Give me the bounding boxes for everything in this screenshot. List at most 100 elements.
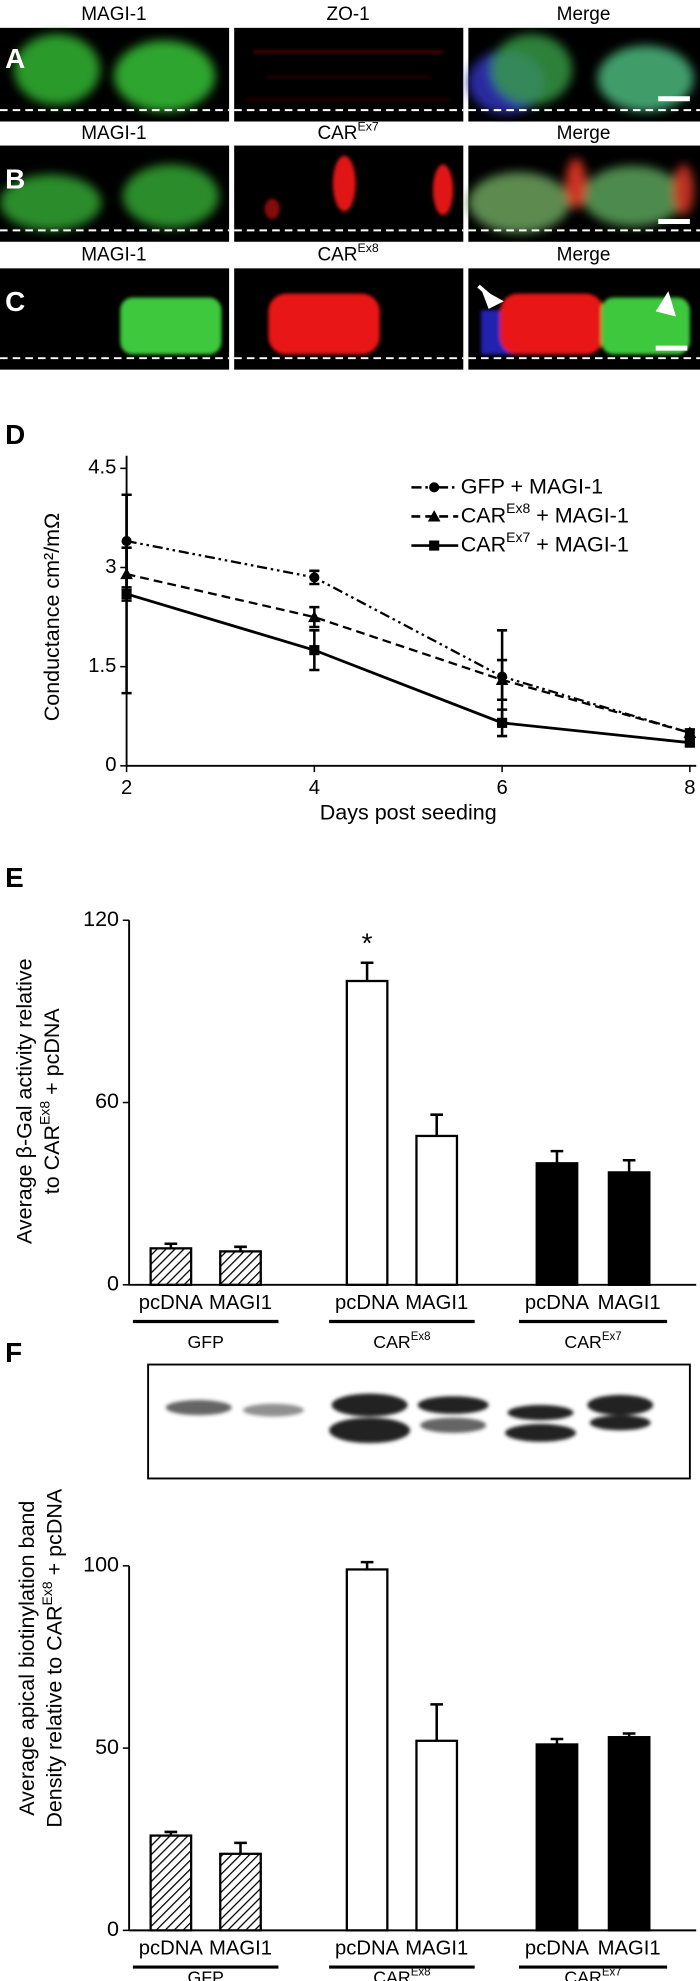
bar [607, 1736, 651, 1932]
image-label-part: ZO-1 [326, 4, 369, 25]
image-label: Merge [557, 4, 611, 25]
panel-letter: D [5, 419, 25, 450]
bar [535, 1162, 579, 1286]
y-tick-label: 100 [83, 1553, 119, 1577]
x-tick-label: pcDNA [335, 1938, 400, 1960]
x-tick-label: 8 [684, 777, 695, 799]
marker [684, 737, 695, 748]
bar [345, 979, 389, 1286]
bar [345, 1568, 389, 1932]
image-label: Merge [557, 123, 611, 144]
micrograph [234, 27, 464, 122]
group-label-sup: Ex7 [602, 1966, 622, 1978]
x-axis-label: Days post seeding [320, 801, 497, 825]
x-tick-label: 2 [121, 777, 132, 799]
x-tick-label: 4 [309, 777, 320, 799]
image-label-sup: Ex8 [358, 241, 379, 255]
x-tick-label: MAGI1 [405, 1938, 468, 1960]
marker [497, 717, 508, 728]
x-tick-label: 6 [496, 777, 507, 799]
x-tick-label: MAGI1 [209, 1292, 272, 1314]
bar [415, 1134, 459, 1286]
y-axis-label-part: + pcDNA [40, 1008, 64, 1101]
image-label: CAREx8 [317, 241, 378, 265]
image-label: ZO-1 [326, 4, 369, 25]
group-label-sup: Ex8 [411, 1966, 431, 1978]
image-label: MAGI-1 [81, 123, 146, 144]
image-label-part: CAR [317, 123, 357, 144]
y-tick-label: 120 [83, 907, 119, 931]
marker [309, 645, 320, 656]
legend-label-part: + MAGI-1 [530, 503, 629, 527]
image-label-part: MAGI-1 [81, 123, 146, 144]
y-axis-label-part: Density relative to CAR [42, 1605, 66, 1827]
bar [535, 1743, 579, 1932]
legend-label-sup: Ex7 [506, 529, 530, 545]
group-label: GFP [187, 1332, 223, 1352]
image-label: CAREx7 [317, 120, 378, 144]
panel-letter: A [5, 43, 25, 74]
y-tick-label: 1.5 [88, 655, 116, 677]
y-axis-label: Average β-Gal activity relative [12, 958, 36, 1244]
x-tick-label: MAGI1 [598, 1938, 661, 1960]
bar [149, 1247, 193, 1286]
image-label-part: MAGI-1 [81, 245, 146, 266]
x-tick-label: MAGI1 [598, 1292, 661, 1314]
legend-label-part: GFP + MAGI-1 [461, 474, 603, 498]
marker [683, 726, 697, 738]
legend-label-part: CAR [461, 532, 506, 556]
y-axis-label: to CAREx8 + pcDNA [36, 1008, 64, 1195]
y-axis-label: Average apical biotinylation band [15, 1501, 39, 1816]
group-label-sup: Ex7 [602, 1331, 622, 1343]
image-label: MAGI-1 [81, 245, 146, 266]
legend-label-part: + MAGI-1 [530, 532, 629, 556]
error-bar [360, 961, 374, 982]
group-label: GFP [187, 1967, 223, 1981]
legend-marker [429, 540, 440, 551]
legend-label: CAREx8 + MAGI-1 [461, 500, 629, 528]
legend-label: CAREx7 + MAGI-1 [461, 529, 629, 557]
panel-letter: B [5, 163, 25, 194]
bar [219, 1852, 262, 1932]
image-label-part: MAGI-1 [81, 4, 146, 25]
image-label: Merge [557, 245, 611, 266]
bar [415, 1739, 459, 1932]
y-tick-label: 50 [95, 1735, 119, 1759]
legend-label: GFP + MAGI-1 [461, 474, 603, 498]
marker [121, 588, 132, 600]
series-line [126, 539, 691, 734]
panel-letter: C [5, 286, 25, 317]
arrowhead [655, 291, 676, 317]
y-axis-label-part: Average apical biotinylation band [15, 1501, 39, 1816]
legend-label-part: CAR [461, 503, 506, 527]
group-label-part: CAR [373, 1332, 410, 1352]
group-label: CAREx8 [373, 1331, 430, 1352]
series-line [126, 573, 691, 734]
group-label: CAREx7 [564, 1966, 621, 1981]
y-tick-label: 4.5 [88, 457, 116, 479]
y-axis-label-part: + pcDNA [42, 1488, 66, 1581]
image-label-part: Merge [557, 4, 611, 25]
x-tick-label: pcDNA [139, 1292, 204, 1314]
legend-marker [427, 510, 441, 522]
error-bar [622, 1158, 636, 1173]
y-tick-label: 60 [95, 1089, 119, 1113]
x-tick-label: pcDNA [335, 1292, 400, 1314]
y-tick-label: 0 [105, 754, 116, 776]
group-label-part: GFP [187, 1967, 223, 1981]
bar [607, 1171, 651, 1286]
y-axis-label-sup: Ex8 [36, 1101, 52, 1125]
legend-label-sup: Ex8 [506, 500, 530, 516]
panel-letter: E [5, 862, 24, 893]
y-tick-label: 0 [107, 1917, 119, 1941]
group-label-sup: Ex8 [411, 1331, 431, 1343]
bar [219, 1250, 262, 1286]
x-tick-label: pcDNA [139, 1938, 204, 1960]
image-label-part: CAR [317, 245, 357, 266]
error-bar [430, 1113, 444, 1136]
image-label-part: Merge [557, 245, 611, 266]
x-tick-label: MAGI1 [209, 1938, 272, 1960]
group-label-part: CAR [564, 1332, 601, 1352]
micrographs [0, 27, 700, 370]
